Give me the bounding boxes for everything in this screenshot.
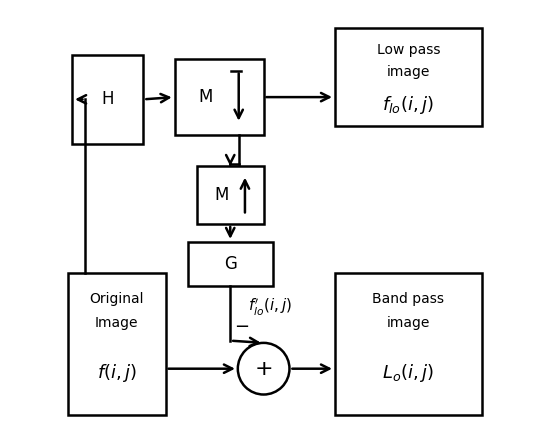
Text: H: H	[101, 90, 114, 108]
Text: Original: Original	[89, 292, 144, 306]
Text: Low pass: Low pass	[377, 43, 440, 56]
FancyBboxPatch shape	[197, 166, 264, 224]
Text: $-$: $-$	[234, 316, 249, 334]
Text: Image: Image	[95, 316, 138, 330]
Text: image: image	[387, 316, 430, 330]
FancyBboxPatch shape	[72, 55, 143, 144]
Text: Band pass: Band pass	[372, 292, 444, 306]
Text: $f(i,j)$: $f(i,j)$	[97, 362, 137, 383]
Text: image: image	[387, 65, 430, 79]
Text: $L_o(i,j)$: $L_o(i,j)$	[382, 362, 434, 383]
FancyBboxPatch shape	[335, 28, 482, 126]
Text: M: M	[214, 186, 229, 204]
FancyBboxPatch shape	[68, 273, 166, 415]
Text: +: +	[254, 359, 273, 379]
Text: $f_{lo}(i,j)$: $f_{lo}(i,j)$	[382, 94, 434, 116]
Text: G: G	[224, 255, 237, 273]
FancyBboxPatch shape	[175, 59, 264, 135]
Text: M: M	[198, 88, 213, 106]
FancyBboxPatch shape	[188, 242, 273, 286]
Text: $f_{lo}'(i,j)$: $f_{lo}'(i,j)$	[248, 297, 292, 319]
FancyBboxPatch shape	[335, 273, 482, 415]
Circle shape	[238, 343, 290, 395]
